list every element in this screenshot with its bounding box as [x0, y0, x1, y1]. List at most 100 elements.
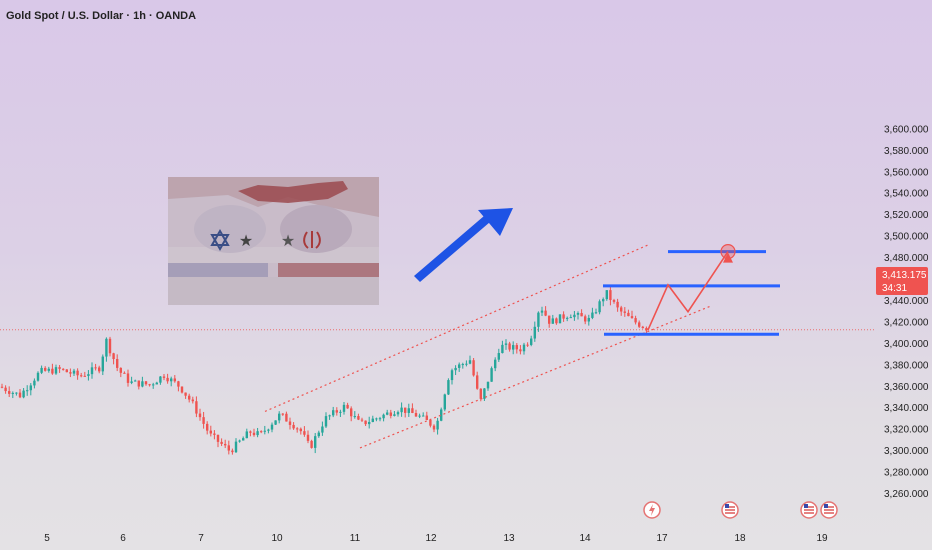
- flag-canton: [824, 504, 828, 508]
- y-tick-label: 3,280.000: [884, 468, 929, 479]
- news-image: ★ ★: [168, 177, 379, 305]
- x-tick-label: 13: [503, 533, 515, 544]
- candle-body: [249, 431, 252, 433]
- candle-body: [44, 367, 47, 371]
- candle-body: [216, 434, 220, 442]
- y-tick-label: 3,440.000: [884, 296, 929, 307]
- candle-body: [288, 421, 292, 425]
- candle-body: [587, 317, 590, 322]
- candle-body: [285, 413, 288, 422]
- candle-body: [198, 413, 202, 418]
- candle-body: [274, 420, 277, 425]
- candle-body: [558, 314, 562, 324]
- candle-body: [65, 369, 68, 373]
- candle-body: [526, 344, 529, 346]
- candle-body: [296, 428, 299, 430]
- candle-body: [98, 367, 101, 372]
- candle-body: [357, 416, 360, 420]
- candle-body: [454, 367, 457, 371]
- candle-body: [504, 343, 508, 345]
- y-tick-label: 3,480.000: [884, 253, 929, 264]
- candle-body: [476, 375, 479, 389]
- candle-body: [594, 312, 598, 314]
- candle-body: [314, 436, 317, 448]
- candle-body: [40, 367, 43, 373]
- candle-body: [33, 380, 36, 386]
- candle-body: [501, 344, 504, 354]
- candle-body: [382, 414, 385, 419]
- candle-body: [83, 375, 86, 377]
- candle-body: [494, 359, 497, 369]
- candle-body: [306, 434, 310, 441]
- candle-body: [576, 313, 580, 315]
- candle-body: [170, 378, 173, 382]
- star-icon: ★: [281, 233, 295, 250]
- y-tick-label: 3,520.000: [884, 210, 929, 221]
- candle-body: [155, 382, 158, 385]
- candle-body: [209, 430, 212, 434]
- candle-body: [105, 338, 108, 357]
- candle-body: [555, 318, 558, 324]
- candle-body: [515, 345, 518, 350]
- candle-body: [159, 376, 162, 383]
- y-tick-label: 3,500.000: [884, 232, 929, 243]
- candle-body: [281, 413, 284, 415]
- candle-body: [206, 423, 209, 431]
- candle-body: [162, 376, 166, 378]
- candle-body: [386, 412, 389, 415]
- candle-body: [461, 364, 464, 366]
- candle-body: [126, 373, 130, 383]
- x-tick-label: 19: [816, 533, 828, 544]
- x-tick-label: 17: [656, 533, 668, 544]
- candle-body: [119, 367, 122, 373]
- candle-body: [242, 438, 245, 441]
- candle-body: [530, 338, 533, 345]
- lightning-glyph: [649, 504, 655, 516]
- candle-body: [353, 416, 356, 418]
- candle-body: [62, 368, 65, 370]
- target-circle: [720, 244, 736, 260]
- candle-body: [429, 419, 432, 426]
- candle-body: [8, 391, 11, 394]
- candle-body: [605, 290, 608, 300]
- y-tick-label: 3,540.000: [884, 189, 929, 200]
- candle-body: [278, 413, 281, 421]
- candle-body: [350, 408, 353, 417]
- flag-canton: [725, 504, 729, 508]
- candle-body: [69, 372, 72, 374]
- y-tick-label: 3,300.000: [884, 446, 929, 457]
- candle-body: [188, 395, 191, 400]
- candle-body: [522, 344, 526, 352]
- y-tick-label: 3,260.000: [884, 489, 929, 500]
- y-tick-label: 3,360.000: [884, 382, 929, 393]
- candle-body: [580, 313, 583, 317]
- x-tick-label: 7: [198, 533, 204, 544]
- candle-body: [486, 381, 490, 389]
- x-tick-label: 10: [271, 533, 283, 544]
- candle-body: [224, 443, 227, 446]
- candle-body: [26, 390, 29, 392]
- candle-body: [641, 326, 644, 328]
- candle-body: [393, 414, 396, 416]
- y-tick-label: 3,340.000: [884, 403, 929, 414]
- candle-body: [256, 431, 259, 436]
- candle-body: [440, 409, 443, 421]
- x-tick-label: 14: [579, 533, 591, 544]
- candle-body: [58, 367, 61, 369]
- candle-body: [213, 433, 216, 435]
- candle-body: [80, 375, 83, 377]
- y-tick-label: 3,400.000: [884, 339, 929, 350]
- y-tick-label: 3,320.000: [884, 425, 929, 436]
- iran-emblem-icon: [303, 231, 321, 249]
- candle-body: [29, 385, 32, 391]
- candle-body: [465, 363, 468, 365]
- candle-body: [260, 431, 263, 433]
- candle-body: [47, 368, 50, 371]
- candle-body: [299, 428, 302, 432]
- candle-body: [540, 310, 544, 313]
- candle-body: [123, 372, 126, 374]
- candle-body: [537, 312, 540, 327]
- candle-body: [562, 314, 565, 319]
